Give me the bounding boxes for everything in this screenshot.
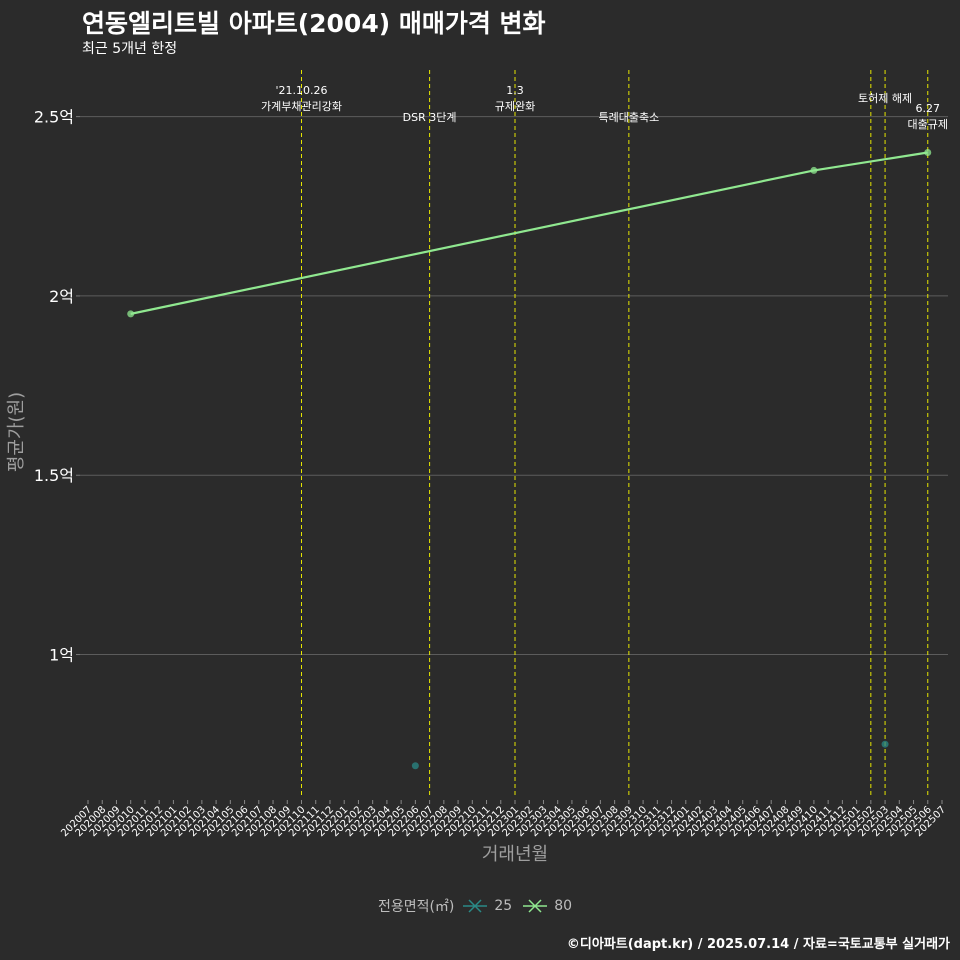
chart-subtitle: 최근 5개년 한정: [82, 41, 178, 57]
legend-title: 전용면적(㎡): [377, 899, 455, 915]
series-line-80: [130, 151, 928, 315]
event-label: 토허제 해제: [858, 91, 912, 105]
legend-item-80: 80: [522, 898, 572, 914]
y-axis-title: 평균가(원): [6, 392, 27, 472]
axis-layer: 1억1.5억2억2.5억2020072020082020092020102020…: [34, 108, 948, 840]
data-point-80: [810, 166, 818, 174]
event-label: DSR 3단계: [403, 111, 457, 124]
legend-key-25: [463, 899, 488, 913]
y-tick-label: 2억: [49, 287, 74, 306]
event-label: '21.10.26: [275, 84, 327, 97]
event-label: 특례대출축소: [598, 111, 659, 124]
x-axis-title: 거래년월: [482, 844, 548, 865]
event-label: 1.3: [506, 84, 524, 97]
y-tick-label: 2.5억: [34, 108, 74, 127]
data-point-25: [881, 740, 889, 748]
legend-label-25: 25: [494, 898, 513, 914]
data-point-80: [924, 148, 932, 156]
event-label: 대출규제: [908, 118, 948, 131]
event-label: 규제완화: [495, 100, 535, 113]
data-point-80: [127, 310, 135, 318]
legend: 전용면적(㎡) 25 80: [0, 896, 960, 916]
source-caption: ©디아파트(dapt.kr) / 2025.07.14 / 자료=국토교통부 실…: [566, 937, 950, 952]
event-label: 가계부채관리강화: [261, 100, 342, 113]
y-tick-label: 1.5억: [34, 466, 74, 485]
legend-label-80: 80: [554, 898, 573, 914]
data-point-25: [411, 762, 419, 770]
grid-layer: [80, 116, 948, 656]
chart-title: 연동엘리트빌 아파트(2004) 매매가격 변화: [82, 9, 546, 38]
event-label: 6.27: [916, 102, 941, 115]
y-tick-label: 1억: [49, 646, 74, 665]
legend-item-25: 25: [462, 898, 512, 914]
legend-key-80: [523, 899, 548, 913]
series-layer: [127, 148, 932, 770]
